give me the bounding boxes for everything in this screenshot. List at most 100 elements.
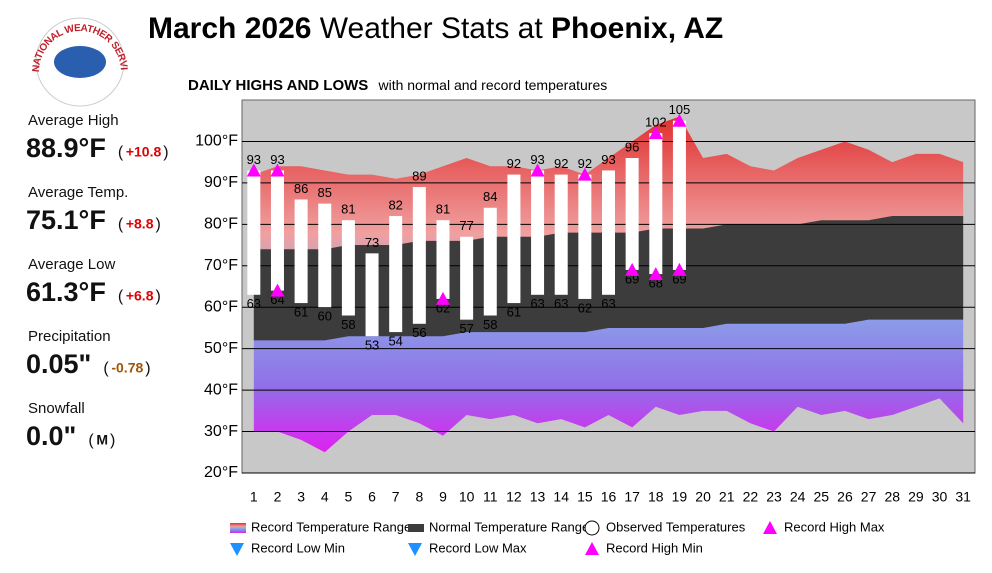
title-part: Weather Stats at bbox=[320, 12, 544, 45]
observed-bar bbox=[507, 174, 521, 304]
x-tick-label: 11 bbox=[483, 489, 498, 505]
paren: ( bbox=[118, 288, 124, 305]
chart-title: DAILY HIGHS AND LOWS bbox=[188, 77, 368, 94]
legend-item: Record Low Min bbox=[230, 540, 345, 556]
observed-bar bbox=[247, 170, 261, 295]
legend-swatch bbox=[408, 524, 424, 532]
record-marker bbox=[577, 167, 592, 181]
legend-swatch bbox=[408, 543, 422, 556]
legend-item: Record High Min bbox=[585, 540, 703, 555]
x-tick-label: 6 bbox=[368, 489, 376, 505]
y-tick-label: 70°F bbox=[204, 257, 238, 274]
record-marker bbox=[435, 291, 450, 305]
low-label: 63 bbox=[530, 296, 544, 311]
observed-bar bbox=[672, 120, 686, 270]
observed-bar bbox=[389, 216, 403, 333]
observed-bar bbox=[625, 158, 639, 270]
x-tick-label: 28 bbox=[884, 489, 900, 505]
y-tick-label: 40°F bbox=[204, 381, 238, 398]
observed-bar bbox=[602, 170, 615, 295]
x-tick-label: 26 bbox=[837, 489, 853, 505]
low-label: 58 bbox=[483, 317, 497, 332]
record-marker bbox=[270, 283, 285, 297]
x-tick-label: 18 bbox=[648, 489, 664, 505]
high-label: 92 bbox=[507, 156, 521, 171]
x-tick-label: 30 bbox=[932, 489, 948, 505]
observed-bar bbox=[294, 199, 308, 304]
x-tick-label: 14 bbox=[553, 489, 569, 505]
stat-label: Average High bbox=[28, 112, 119, 129]
record-marker bbox=[246, 163, 261, 177]
y-tick-label: 100°F bbox=[195, 133, 238, 150]
observed-bar bbox=[460, 236, 474, 320]
title-part: Phoenix, AZ bbox=[551, 12, 723, 45]
legend-label: Record Temperature Range bbox=[251, 519, 411, 534]
stat-departure: -0.78 bbox=[111, 360, 143, 376]
observed-bar bbox=[365, 253, 379, 337]
legend-label: Record Low Max bbox=[429, 540, 527, 555]
x-tick-label: 16 bbox=[601, 489, 617, 505]
legend-label: Record Low Min bbox=[251, 540, 345, 555]
legend-label: Record High Min bbox=[606, 540, 703, 555]
x-tick-label: 31 bbox=[955, 489, 971, 505]
y-tick-label: 30°F bbox=[204, 423, 238, 440]
high-label: 102 bbox=[645, 115, 667, 130]
record-marker bbox=[530, 163, 545, 177]
stat-label: Snowfall bbox=[28, 400, 85, 417]
low-label: 60 bbox=[318, 309, 332, 324]
high-label: 93 bbox=[270, 152, 284, 167]
legend-item: Record Temperature Range bbox=[230, 519, 411, 534]
low-label: 62 bbox=[578, 300, 592, 315]
observed-bar bbox=[554, 174, 568, 295]
x-tick-label: 20 bbox=[695, 489, 711, 505]
low-label: 63 bbox=[247, 296, 261, 311]
x-tick-label: 17 bbox=[624, 489, 640, 505]
paren: ) bbox=[155, 216, 160, 233]
stat-value: 61.3°F bbox=[26, 277, 106, 307]
observed-bar bbox=[436, 220, 450, 299]
legend-swatch bbox=[230, 543, 244, 556]
observed-bar bbox=[531, 170, 545, 295]
logo: NATIONAL WEATHER SERVICE bbox=[0, 0, 129, 107]
observed-bar bbox=[483, 207, 497, 316]
legend-item: Observed Temperatures bbox=[584, 519, 746, 536]
high-label: 73 bbox=[365, 235, 379, 250]
paren: ) bbox=[163, 144, 168, 161]
low-label: 58 bbox=[341, 317, 355, 332]
record-marker bbox=[648, 126, 663, 140]
x-tick-label: 12 bbox=[506, 489, 522, 505]
low-label: 54 bbox=[388, 334, 402, 349]
paren: ) bbox=[145, 360, 150, 377]
x-tick-label: 3 bbox=[297, 489, 305, 505]
chart-heading: DAILY HIGHS AND LOWS with normal and rec… bbox=[188, 77, 607, 94]
high-label: 92 bbox=[578, 156, 592, 171]
x-tick-label: 4 bbox=[321, 489, 329, 505]
high-label: 81 bbox=[436, 202, 450, 217]
title: March 2026 Weather Stats at Phoenix, AZ bbox=[148, 12, 723, 45]
observed-bar bbox=[578, 174, 592, 299]
x-tick-label: 25 bbox=[814, 489, 830, 505]
paren: ( bbox=[118, 216, 124, 233]
x-tick-label: 24 bbox=[790, 489, 806, 505]
observed-bar bbox=[318, 203, 332, 308]
observed-bar bbox=[341, 220, 355, 316]
logo-cloud bbox=[54, 46, 106, 78]
y-tick-label: 20°F bbox=[204, 464, 238, 481]
paren: ( bbox=[88, 432, 94, 449]
low-label: 63 bbox=[554, 296, 568, 311]
legend-label: Observed Temperatures bbox=[606, 519, 746, 534]
x-tick-label: 23 bbox=[766, 489, 782, 505]
legend-item: Record Low Max bbox=[408, 540, 527, 556]
record-marker bbox=[672, 113, 687, 127]
high-label: 93 bbox=[530, 152, 544, 167]
record-marker bbox=[648, 267, 663, 281]
observed-bar bbox=[270, 170, 284, 291]
high-label: 96 bbox=[625, 139, 639, 154]
low-label: 56 bbox=[412, 325, 426, 340]
stat-value: 0.05" bbox=[26, 349, 91, 379]
paren: ( bbox=[103, 360, 109, 377]
record-marker bbox=[270, 163, 285, 177]
stat-departure: +8.8 bbox=[126, 216, 154, 232]
